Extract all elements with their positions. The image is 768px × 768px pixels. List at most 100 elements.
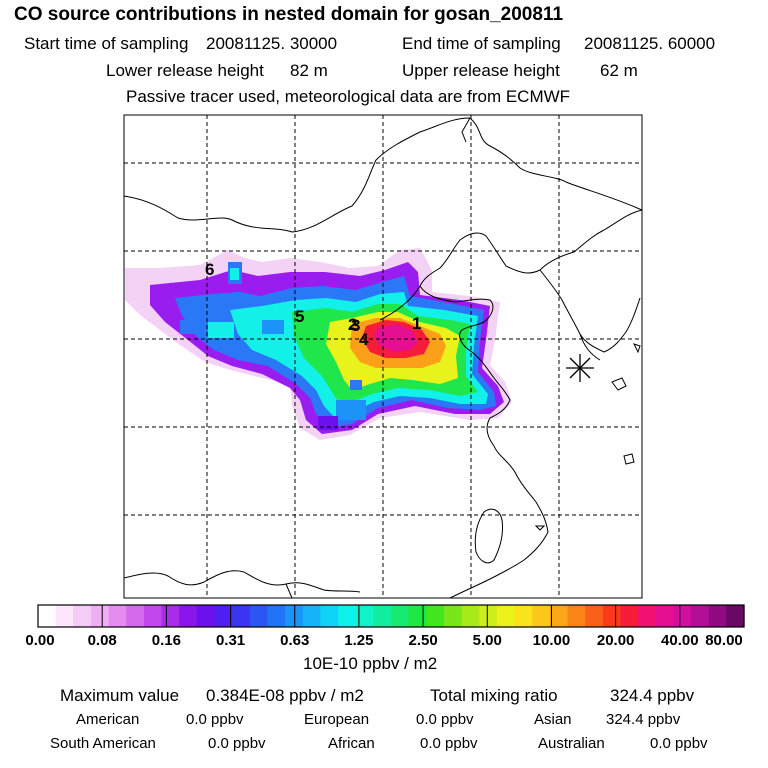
coastline-layer (124, 117, 642, 598)
colorbar-tick-label: 0.00 (25, 632, 54, 649)
american-label: American (76, 711, 140, 728)
asian-value: 324.4 ppbv (606, 711, 681, 728)
island (633, 343, 641, 354)
colorbar-swatch (567, 605, 586, 627)
american-value: 0.0 ppbv (186, 711, 244, 728)
plume-patch (318, 416, 338, 430)
colorbar-swatch (638, 605, 657, 627)
colorbar-swatch (302, 605, 321, 627)
plume-patch (208, 322, 234, 338)
colorbar (38, 605, 745, 627)
tracer-note: Passive tracer used, meteorological data… (126, 87, 571, 106)
colorbar-swatch (73, 605, 92, 627)
european-label: European (304, 711, 370, 728)
south-american-value: 0.0 ppbv (208, 735, 266, 752)
site-marker: 3 (351, 316, 360, 335)
colorbar-swatch (338, 605, 357, 627)
colorbar-swatch (620, 605, 639, 627)
island (534, 525, 546, 531)
graticule (124, 115, 642, 598)
african-label: African (328, 735, 375, 752)
max-value: 0.384E-08 ppbv / m2 (206, 686, 364, 705)
map-frame (123, 114, 643, 599)
site-marker: 6 (205, 260, 214, 279)
australian-label: Australian (538, 735, 605, 752)
colorbar-swatch (514, 605, 533, 627)
colorbar-swatch (479, 605, 498, 627)
colorbar-swatch (549, 605, 569, 627)
border-line (124, 117, 642, 233)
colorbar-tick-label: 1.25 (344, 632, 373, 649)
colorbar-swatch (55, 605, 74, 627)
upper-height-label: Upper release height (402, 61, 560, 80)
colorbar-swatch (90, 605, 110, 627)
colorbar-swatch (143, 605, 163, 627)
colorbar-swatch (426, 605, 445, 627)
colorbar-swatch (655, 605, 674, 627)
start-time-label: Start time of sampling (24, 34, 189, 53)
border-line (285, 583, 293, 598)
colorbar-swatch (602, 605, 622, 627)
south-american-label: South American (50, 735, 156, 752)
colorbar-swatch (161, 605, 180, 627)
coastline (539, 269, 641, 353)
plume-layer (124, 117, 642, 598)
plume-patch (230, 268, 239, 280)
colorbar-swatch (496, 605, 516, 627)
colorbar-swatch (196, 605, 216, 627)
border-line (419, 209, 642, 287)
colorbar-unit-label: 10E-10 ppbv / m2 (303, 654, 438, 673)
taiwan-coast (474, 508, 503, 564)
colorbar-tick-label: 2.50 (408, 632, 437, 649)
colorbar-swatch (38, 605, 57, 627)
total-mixing-label: Total mixing ratio (430, 686, 558, 705)
colorbar-swatch (443, 605, 463, 627)
colorbar-swatch (108, 605, 127, 627)
colorbar-swatch (373, 605, 392, 627)
colorbar-swatch (585, 605, 604, 627)
colorbar-swatch (691, 605, 710, 627)
site-marker: 1 (412, 314, 421, 333)
site-marker: 2 (348, 315, 357, 334)
lower-height-label: Lower release height (106, 61, 264, 80)
colorbar-tick-label: 0.16 (152, 632, 181, 649)
border-line (461, 117, 471, 143)
site-marker: 4 (359, 330, 369, 349)
colorbar-swatch (320, 605, 339, 627)
coastline (579, 333, 601, 361)
coastline (419, 285, 549, 598)
plume-patch (262, 320, 284, 334)
colorbar-swatch (532, 605, 551, 627)
asian-label: Asian (534, 711, 572, 728)
colorbar-tick-label: 0.63 (280, 632, 309, 649)
end-time-label: End time of sampling (402, 34, 561, 53)
colorbar-swatch (232, 605, 251, 627)
border-line (124, 570, 361, 593)
colorbar-swatch (214, 605, 233, 627)
island (611, 377, 627, 391)
max-value-label: Maximum value (60, 686, 180, 705)
colorbar-tick-label: 0.08 (88, 632, 117, 649)
border-line (379, 285, 421, 321)
colorbar-swatch (408, 605, 427, 627)
european-value: 0.0 ppbv (416, 711, 474, 728)
colorbar-swatch (285, 605, 304, 627)
african-value: 0.0 ppbv (420, 735, 478, 752)
colorbar-swatch (391, 605, 410, 627)
colorbar-frame (37, 604, 745, 628)
total-mixing-value: 324.4 ppbv (610, 686, 695, 705)
colorbar-swatch (726, 605, 745, 627)
colorbar-swatch (249, 605, 269, 627)
colorbar-tick-label: 20.00 (597, 632, 635, 649)
colorbar-tick-label: 0.31 (216, 632, 245, 649)
plot-title: CO source contributions in nested domain… (14, 4, 564, 25)
colorbar-swatch (126, 605, 145, 627)
colorbar-swatch (673, 605, 692, 627)
plume-patch (350, 380, 362, 390)
colorbar-swatch (355, 605, 374, 627)
start-time-value: 20081125. 30000 (206, 34, 338, 53)
colorbar-tick-labels: 0.00 0.08 0.16 0.31 0.63 1.25 2.50 5.00 10.00 20.… (25, 605, 743, 649)
upper-height-value: 62 m (600, 61, 638, 80)
colorbar-swatch (461, 605, 480, 627)
